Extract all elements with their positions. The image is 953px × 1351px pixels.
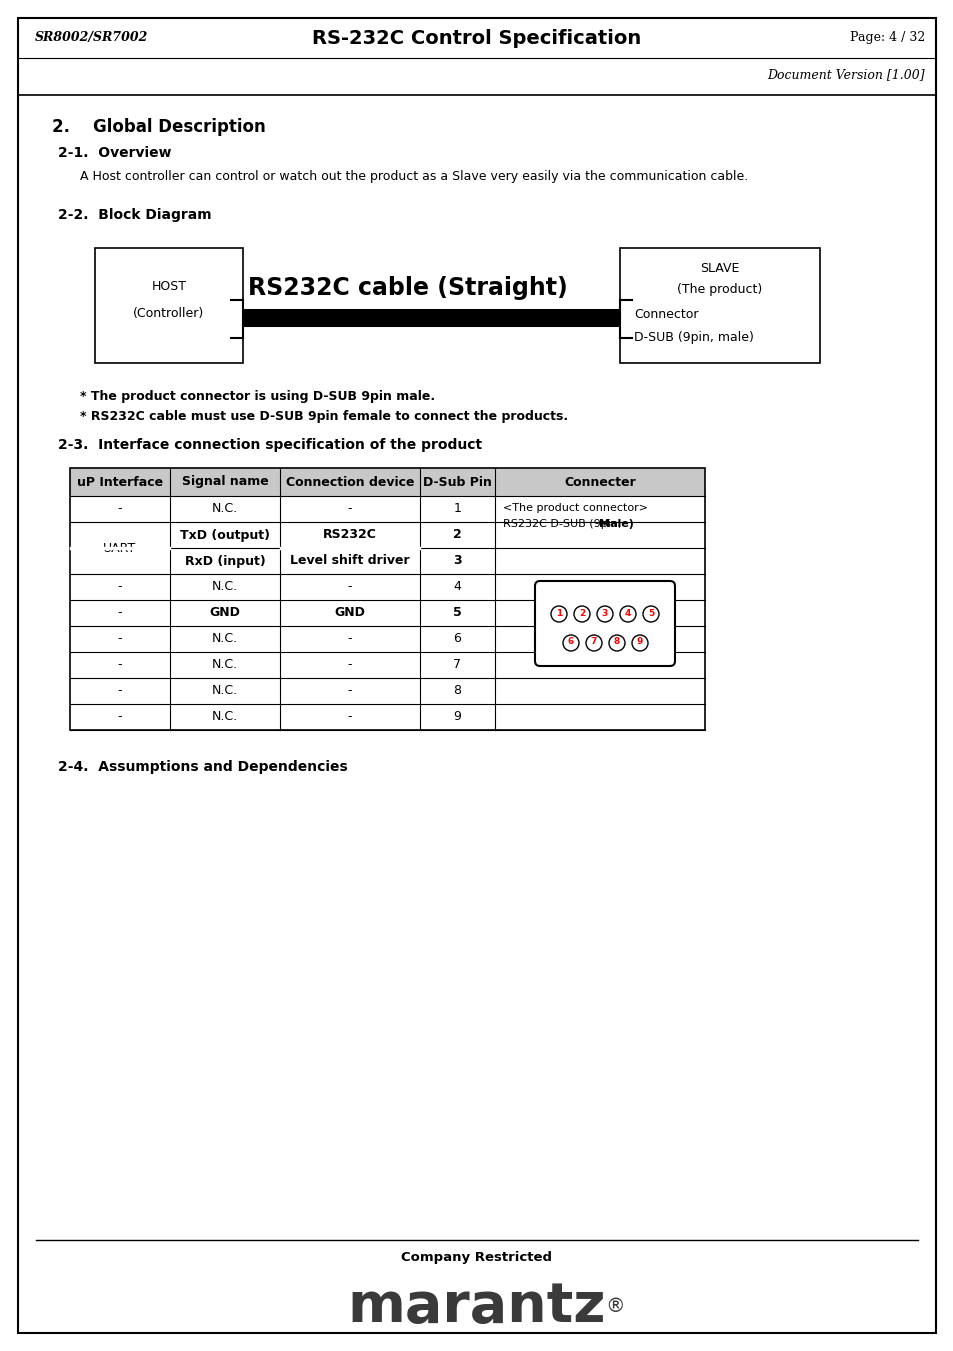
Text: <The product connector>: <The product connector> (502, 503, 647, 513)
Text: Connecter: Connecter (563, 476, 636, 489)
Bar (95, 249, 243, 363)
Circle shape (642, 607, 659, 621)
Text: D-SUB (9pin, male): D-SUB (9pin, male) (634, 331, 753, 345)
Text: 1: 1 (453, 503, 461, 516)
Text: RS232C cable (Straight): RS232C cable (Straight) (248, 276, 567, 300)
Text: TxD (output): TxD (output) (180, 528, 270, 542)
Text: RS-232C Control Specification: RS-232C Control Specification (312, 28, 641, 47)
FancyBboxPatch shape (535, 581, 675, 666)
Text: -: - (117, 581, 122, 593)
Text: 2-3.  Interface connection specification of the product: 2-3. Interface connection specification … (58, 438, 481, 453)
Text: 7: 7 (453, 658, 461, 671)
Circle shape (597, 607, 613, 621)
Text: 6: 6 (567, 638, 574, 647)
Text: * RS232C cable must use D-SUB 9pin female to connect the products.: * RS232C cable must use D-SUB 9pin femal… (80, 409, 568, 423)
Text: -: - (117, 503, 122, 516)
Text: -: - (348, 711, 352, 724)
Text: -: - (117, 685, 122, 697)
Text: GND: GND (210, 607, 240, 620)
Text: -: - (117, 711, 122, 724)
Text: RS232C: RS232C (323, 528, 376, 542)
Text: -: - (117, 607, 122, 620)
Text: 4: 4 (453, 581, 461, 593)
Text: Level shift driver: Level shift driver (290, 554, 410, 567)
Text: Connector: Connector (634, 308, 698, 322)
Text: 5: 5 (647, 608, 654, 617)
Text: marantz: marantz (348, 1279, 605, 1333)
Text: N.C.: N.C. (212, 711, 238, 724)
Text: 2.    Global Description: 2. Global Description (52, 118, 266, 136)
Bar (619, 249, 820, 363)
Text: -: - (348, 685, 352, 697)
Text: 2-4.  Assumptions and Dependencies: 2-4. Assumptions and Dependencies (58, 761, 348, 774)
Text: ®: ® (604, 1297, 624, 1316)
Text: A Host controller can control or watch out the product as a Slave very easily vi: A Host controller can control or watch o… (80, 170, 747, 182)
Text: -: - (348, 503, 352, 516)
Text: 1: 1 (556, 608, 561, 617)
Text: HOST: HOST (152, 280, 186, 293)
Text: 2-2.  Block Diagram: 2-2. Block Diagram (58, 208, 212, 222)
Text: N.C.: N.C. (212, 632, 238, 646)
Text: SR8002/SR7002: SR8002/SR7002 (35, 31, 149, 45)
Text: Male): Male) (598, 519, 633, 530)
Text: Company Restricted: Company Restricted (401, 1251, 552, 1265)
Text: N.C.: N.C. (212, 658, 238, 671)
Text: (The product): (The product) (677, 284, 761, 296)
Text: 3: 3 (601, 608, 607, 617)
Text: RS232C D-SUB (9pin,: RS232C D-SUB (9pin, (502, 519, 620, 530)
Text: GND: GND (335, 607, 365, 620)
Text: 8: 8 (613, 638, 619, 647)
Text: -: - (348, 658, 352, 671)
Text: 2-1.  Overview: 2-1. Overview (58, 146, 172, 159)
Text: (Controller): (Controller) (133, 307, 204, 319)
Circle shape (619, 607, 636, 621)
Circle shape (631, 635, 647, 651)
Bar (70, 467, 704, 496)
Text: N.C.: N.C. (212, 581, 238, 593)
Text: UART: UART (103, 542, 136, 554)
Circle shape (608, 635, 624, 651)
Text: RxD (input): RxD (input) (185, 554, 265, 567)
Circle shape (585, 635, 601, 651)
Circle shape (574, 607, 589, 621)
Text: 3: 3 (453, 554, 461, 567)
Text: 2: 2 (453, 528, 461, 542)
Text: uP Interface: uP Interface (77, 476, 163, 489)
Text: 2: 2 (578, 608, 584, 617)
Text: -: - (117, 658, 122, 671)
Text: -: - (117, 632, 122, 646)
Text: 4: 4 (624, 608, 631, 617)
Bar (70, 467, 704, 730)
Text: 9: 9 (453, 711, 461, 724)
Text: 6: 6 (453, 632, 461, 646)
Circle shape (562, 635, 578, 651)
Text: Document Version [1.00]: Document Version [1.00] (766, 69, 924, 81)
Text: N.C.: N.C. (212, 503, 238, 516)
Text: D-Sub Pin: D-Sub Pin (422, 476, 492, 489)
Text: 9: 9 (637, 638, 642, 647)
Text: Page: 4 / 32: Page: 4 / 32 (849, 31, 924, 45)
Text: Signal name: Signal name (181, 476, 268, 489)
Circle shape (551, 607, 566, 621)
Text: SLAVE: SLAVE (700, 262, 739, 274)
Text: 8: 8 (453, 685, 461, 697)
Text: -: - (348, 632, 352, 646)
Text: 5: 5 (453, 607, 461, 620)
Text: * The product connector is using D-SUB 9pin male.: * The product connector is using D-SUB 9… (80, 390, 435, 403)
Text: N.C.: N.C. (212, 685, 238, 697)
Text: Connection device: Connection device (286, 476, 414, 489)
Text: -: - (348, 581, 352, 593)
Text: 7: 7 (590, 638, 597, 647)
